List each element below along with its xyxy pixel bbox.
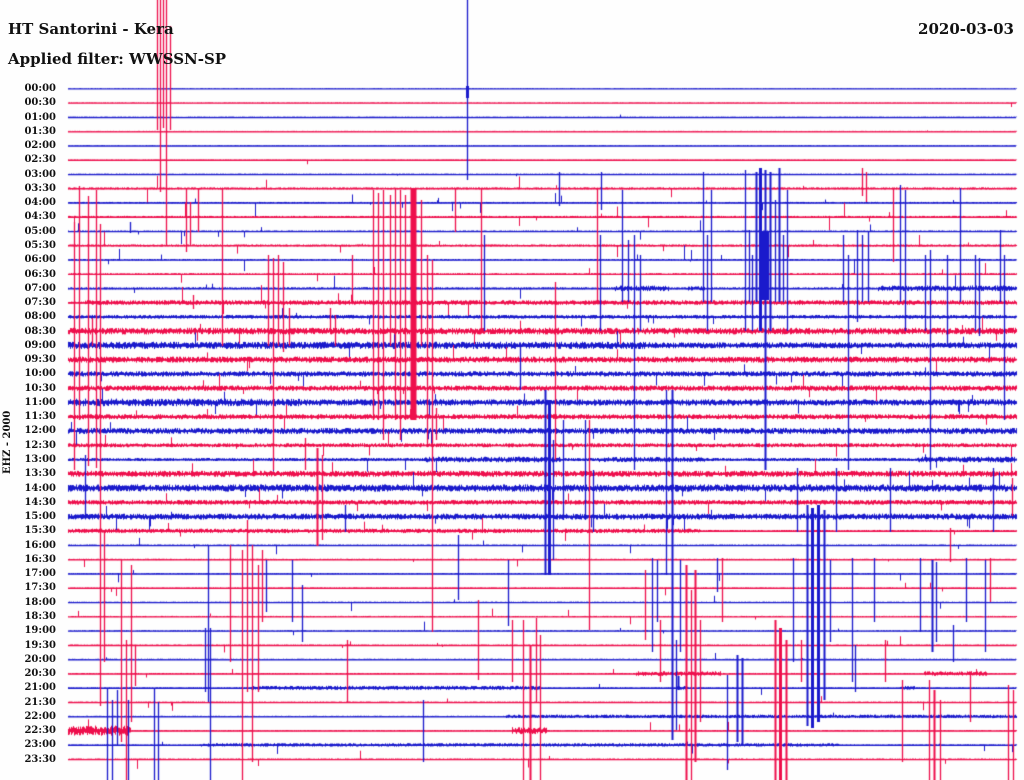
time-label: 04:30 xyxy=(24,211,56,223)
time-label: 03:00 xyxy=(24,168,56,180)
time-label: 18:30 xyxy=(24,610,56,622)
time-label: 20:00 xyxy=(24,653,56,665)
time-label: 13:00 xyxy=(24,454,56,466)
filter-label: Applied filter: WWSSN-SP xyxy=(8,50,227,68)
date-label: 2020-03-03 xyxy=(918,20,1014,38)
time-label: 04:00 xyxy=(24,197,56,209)
time-label: 18:00 xyxy=(24,596,56,608)
time-label: 13:30 xyxy=(24,468,56,480)
time-label: 08:30 xyxy=(24,325,56,337)
time-label: 21:00 xyxy=(24,682,56,694)
time-label: 15:00 xyxy=(24,511,56,523)
time-label: 02:00 xyxy=(24,140,56,152)
time-label: 10:30 xyxy=(24,382,56,394)
time-label: 12:30 xyxy=(24,439,56,451)
time-label: 10:00 xyxy=(24,368,56,380)
time-label: 12:00 xyxy=(24,425,56,437)
station-title: HT Santorini - Kera xyxy=(8,20,174,38)
time-label: 22:00 xyxy=(24,710,56,722)
time-label: 11:30 xyxy=(24,411,56,423)
time-label: 00:30 xyxy=(24,97,56,109)
time-label: 19:30 xyxy=(24,639,56,651)
time-label: 07:30 xyxy=(24,297,56,309)
time-label: 01:00 xyxy=(24,111,56,123)
time-label: 02:30 xyxy=(24,154,56,166)
time-label: 17:30 xyxy=(24,582,56,594)
time-label: 09:30 xyxy=(24,354,56,366)
time-label: 11:00 xyxy=(24,396,56,408)
time-label: 07:00 xyxy=(24,282,56,294)
time-label: 00:00 xyxy=(24,83,56,94)
time-label: 06:00 xyxy=(24,254,56,266)
time-label: 14:30 xyxy=(24,496,56,508)
time-label: 08:00 xyxy=(24,311,56,323)
time-label: 01:30 xyxy=(24,125,56,137)
time-label: 21:30 xyxy=(24,696,56,708)
time-label: 23:30 xyxy=(24,753,56,765)
time-label: 22:30 xyxy=(24,725,56,737)
time-label-column: 00:00 00:30 01:00 01:30 02:00 02:30 03:00 03:30… xyxy=(0,0,57,780)
time-label: 16:30 xyxy=(24,553,56,565)
time-label: 14:00 xyxy=(24,482,56,494)
time-label: 20:30 xyxy=(24,668,56,680)
time-label: 05:30 xyxy=(24,239,56,251)
time-label: 23:00 xyxy=(24,739,56,751)
time-label: 15:30 xyxy=(24,525,56,537)
time-label: 19:00 xyxy=(24,625,56,637)
time-label: 06:30 xyxy=(24,268,56,280)
time-label: 05:00 xyxy=(24,225,56,237)
time-label: 16:00 xyxy=(24,539,56,551)
time-label: 03:30 xyxy=(24,182,56,194)
time-label: 09:00 xyxy=(24,339,56,351)
time-label: 17:00 xyxy=(24,568,56,580)
